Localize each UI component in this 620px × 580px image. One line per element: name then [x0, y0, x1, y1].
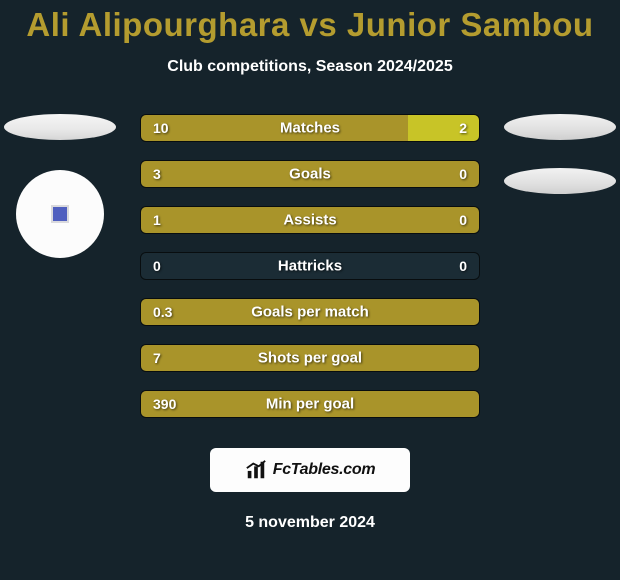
page-subtitle: Club competitions, Season 2024/2025 [0, 58, 620, 76]
stat-value-right: 0 [459, 258, 467, 274]
left-player-badges [0, 114, 120, 258]
stat-label: Hattricks [141, 258, 479, 275]
left-club-badge-icon [16, 170, 104, 258]
stat-row: Min per goal390 [140, 390, 480, 418]
right-player-badges [500, 114, 620, 194]
stat-bars: Matches102 Goals30 Assists10 Hattricks0 0 Goa… [140, 114, 480, 436]
stat-value-left: 0 [153, 258, 161, 274]
stat-row: Goals per match0.3 [140, 298, 480, 326]
stat-bar-left [141, 391, 479, 417]
right-flag-icon [504, 114, 616, 140]
page-title: Ali Alipourghara vs Junior Sambou [0, 6, 620, 44]
stat-row: Assists10 [140, 206, 480, 234]
right-club-badge-icon [504, 168, 616, 194]
brand-text: FcTables.com [273, 461, 376, 479]
stat-bar-left [141, 207, 479, 233]
brand-badge: FcTables.com [210, 448, 410, 492]
stat-row: Hattricks0 0 [140, 252, 480, 280]
chart-icon [245, 459, 267, 481]
comparison-infographic: Ali Alipourghara vs Junior Sambou Club c… [0, 0, 620, 580]
stat-bar-right [408, 115, 479, 141]
stat-row: Shots per goal7 [140, 344, 480, 372]
left-flag-icon [4, 114, 116, 140]
stat-row: Matches102 [140, 114, 480, 142]
stat-bar-left [141, 345, 479, 371]
left-club-crest-icon [51, 205, 69, 223]
content-area: Matches102 Goals30 Assists10 Hattricks0 0 Goa… [0, 114, 620, 434]
footer-date: 5 november 2024 [0, 514, 620, 532]
stat-bar-left [141, 161, 479, 187]
stat-row: Goals30 [140, 160, 480, 188]
stat-bar-left [141, 299, 479, 325]
stat-bar-left [141, 115, 408, 141]
